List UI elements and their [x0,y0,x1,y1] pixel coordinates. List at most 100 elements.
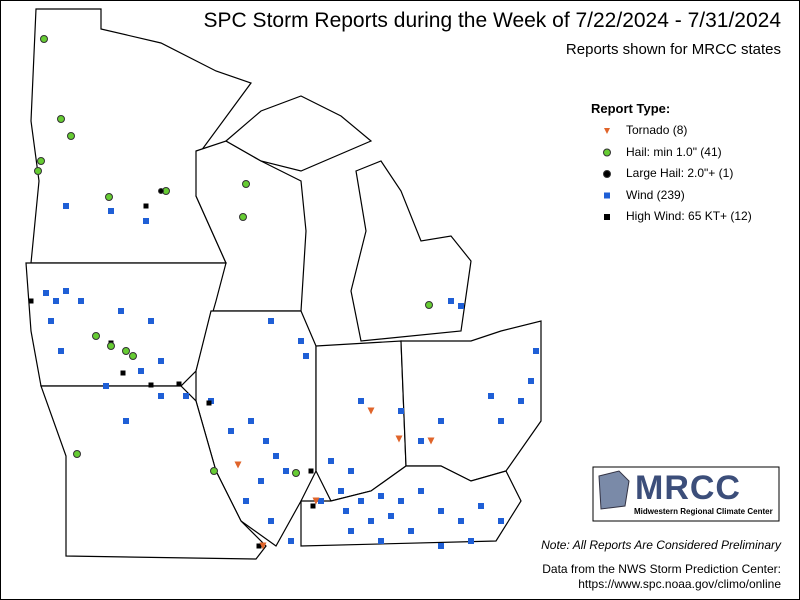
square-marker [303,353,309,359]
circle-marker [239,213,247,221]
square-marker [308,468,314,474]
square-marker [398,408,404,414]
square-marker [143,203,149,209]
map-title: SPC Storm Reports during the Week of 7/2… [203,9,781,32]
square-marker [103,383,109,389]
square-marker [338,488,344,494]
square-marker [123,418,129,424]
circle-marker [107,342,115,350]
triangle-marker [427,437,435,445]
legend-label: Tornado (8) [626,123,688,137]
square-marker [268,318,274,324]
square-marker [143,218,149,224]
square-marker [228,428,234,434]
source-url: https://www.spc.noaa.gov/climo/online [578,577,781,591]
square-marker [348,528,354,534]
square-marker [28,298,34,304]
square-marker [58,348,64,354]
square-marker [283,468,289,474]
iowa [25,262,227,387]
square-marker [43,290,49,296]
legend-label: Large Hail: 2.0"+ (1) [626,166,734,180]
circle-marker [603,148,611,157]
square-marker [268,518,274,524]
square-marker [108,208,114,214]
logo-map-icon [598,470,630,510]
legend-label: Wind (239) [626,187,685,202]
circle-marker [158,188,164,194]
square-marker [138,368,144,374]
square-marker [378,538,384,544]
circle-marker [73,450,81,458]
circle-marker [129,352,137,360]
square-marker [358,498,364,504]
square-marker [468,538,474,544]
square-marker [498,518,504,524]
illinois [195,310,317,547]
square-marker [418,488,424,494]
square-marker [288,538,294,544]
square-marker [448,298,454,304]
square-marker [148,382,154,388]
square-marker [358,398,364,404]
legend-title: Report Type: [591,101,671,116]
square-marker [273,453,279,459]
note: Note: All Reports Are Considered Prelimi… [541,538,781,552]
source: Data from the NWS Storm Prediction Cente… [542,562,781,576]
square-marker [458,518,464,524]
triangle-marker [234,461,242,469]
square-marker [348,468,354,474]
square-marker [183,393,189,399]
square-marker [438,508,444,514]
circle-marker [122,347,130,355]
legend-symbols [603,128,611,220]
triangle-marker [604,128,610,134]
square-marker [248,418,254,424]
triangle-marker [395,435,403,443]
square-marker [488,393,494,399]
square-marker [298,338,304,344]
states [25,8,542,560]
square-marker [148,318,154,324]
square-marker [343,508,349,514]
square-marker [478,503,484,509]
triangle-marker [259,542,267,550]
square-marker [408,528,414,534]
square-marker [118,308,124,314]
square-marker [120,370,126,376]
circle-marker [603,170,611,178]
circle-marker [67,132,75,140]
legend-label: High Wind: 65 KT+ (12) [626,209,752,223]
circle-marker [40,35,48,43]
legend-label: Hail: min 1.0" (41) [626,144,722,159]
square-marker [418,438,424,444]
square-marker [158,358,164,364]
square-marker [263,438,269,444]
circle-marker [105,193,113,201]
circle-marker [425,301,433,309]
square-marker [206,400,212,406]
square-marker [158,393,164,399]
square-marker [318,498,324,504]
square-marker [438,418,444,424]
square-marker [256,543,262,549]
square-marker [378,493,384,499]
square-marker [604,214,610,220]
square-marker [328,458,334,464]
square-marker [243,498,249,504]
square-marker [398,498,404,504]
triangle-marker [367,407,375,415]
square-marker [458,303,464,309]
square-marker [63,288,69,294]
square-marker [310,503,316,509]
circle-marker [242,180,250,188]
circle-marker [57,115,65,123]
square-marker [388,513,394,519]
michigan-up [224,95,373,172]
square-marker [78,298,84,304]
circle-marker [210,467,218,475]
square-marker [604,192,610,199]
report-markers [28,35,539,550]
